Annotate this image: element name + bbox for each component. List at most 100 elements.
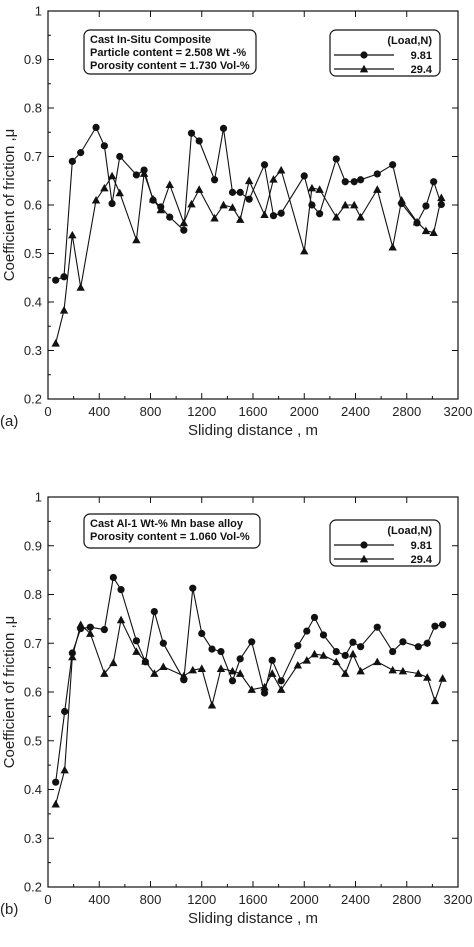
data-point-0-36 (431, 622, 439, 630)
data-point-1-20 (260, 682, 269, 691)
data-point-0-8 (132, 637, 141, 645)
data-point-1-4 (91, 195, 101, 204)
data-point-1-24 (300, 246, 309, 255)
data-point-0-24 (303, 627, 311, 635)
panel-label: (b) (0, 901, 18, 918)
legend-title: (Load,N) (387, 525, 432, 537)
data-point-1-19 (235, 215, 245, 223)
data-point-1-1 (60, 765, 69, 774)
data-point-1-14 (197, 664, 206, 672)
data-point-1-36 (430, 696, 440, 705)
data-point-1-32 (388, 665, 397, 674)
data-point-0-26 (316, 210, 324, 218)
data-point-0-6 (108, 199, 116, 208)
data-point-1-1 (59, 306, 69, 314)
y-tick-label: 0.8 (24, 587, 42, 602)
data-point-1-13 (179, 218, 189, 227)
data-point-1-17 (219, 200, 228, 209)
data-point-1-5 (100, 183, 109, 192)
data-point-1-31 (373, 657, 382, 666)
legend-marker-1 (359, 554, 369, 563)
data-point-0-29 (350, 178, 358, 186)
x-tick-label: 1600 (239, 892, 268, 907)
data-point-1-9 (141, 657, 150, 665)
data-point-0-22 (269, 212, 278, 220)
data-point-0-35 (423, 639, 431, 647)
x-tick-label: 3200 (444, 404, 473, 419)
y-tick-label: 0.6 (24, 198, 42, 213)
data-point-1-34 (414, 669, 423, 677)
data-point-1-16 (216, 664, 226, 672)
panel-label: (a) (0, 413, 18, 430)
data-point-0-37 (439, 621, 447, 629)
data-point-1-18 (228, 203, 237, 211)
data-point-1-24 (302, 656, 312, 664)
y-tick-label: 0.9 (24, 52, 42, 67)
data-point-1-15 (207, 700, 217, 709)
info-box-line: Porosity content = 1.060 Vol-% (90, 531, 250, 543)
y-tick-label: 0.7 (24, 149, 42, 164)
legend-label-1: 29.4 (411, 554, 433, 566)
data-point-0-0 (52, 276, 60, 284)
data-point-1-33 (397, 195, 406, 204)
data-point-0-35 (422, 202, 430, 210)
info-box-line: Cast Al-1 Wt-% Mn base alloy (90, 518, 244, 530)
data-point-1-25 (307, 183, 317, 192)
y-tick-label: 1 (35, 4, 42, 19)
data-point-1-0 (51, 799, 60, 808)
data-point-1-34 (412, 217, 422, 226)
data-point-1-5 (100, 669, 109, 677)
data-point-1-21 (260, 210, 269, 219)
legend-marker-0 (360, 51, 368, 59)
data-point-0-4 (92, 123, 100, 131)
y-tick-label: 1 (35, 490, 42, 505)
data-point-1-3 (76, 283, 85, 291)
data-point-1-4 (86, 629, 95, 637)
data-point-1-37 (438, 674, 447, 682)
data-point-1-7 (115, 188, 124, 197)
data-point-1-31 (373, 185, 382, 193)
data-point-0-6 (109, 573, 117, 582)
data-point-1-19 (247, 685, 256, 693)
data-point-1-12 (179, 671, 189, 680)
y-tick-label: 0.2 (24, 880, 42, 895)
data-point-0-27 (332, 647, 340, 656)
legend-label-1: 29.4 (411, 64, 433, 76)
data-point-0-23 (277, 209, 285, 217)
series-line-1 (55, 619, 444, 805)
y-tick-label: 0.7 (24, 636, 42, 651)
data-point-1-10 (148, 194, 158, 203)
data-point-1-17 (228, 666, 237, 675)
y-tick-label: 0.9 (24, 538, 42, 553)
data-point-1-11 (159, 662, 168, 671)
x-tick-label: 2400 (341, 404, 370, 419)
data-point-0-14 (187, 129, 196, 137)
data-point-1-23 (276, 165, 286, 174)
data-point-0-1 (60, 273, 68, 281)
data-point-0-25 (310, 613, 319, 622)
data-point-0-30 (357, 176, 365, 184)
data-point-1-30 (356, 666, 365, 675)
data-point-1-13 (188, 665, 197, 674)
info-box (83, 513, 261, 549)
x-axis-title: Sliding distance , m (188, 422, 318, 439)
y-axis-title: Coefficient of friction ,μ (1, 129, 18, 282)
y-tick-label: 0.5 (24, 246, 42, 261)
data-point-0-1 (61, 707, 69, 716)
data-point-1-23 (293, 660, 303, 669)
data-point-0-27 (332, 155, 340, 163)
info-box (83, 29, 257, 75)
x-tick-label: 400 (88, 892, 110, 907)
data-point-0-3 (77, 149, 85, 157)
x-tick-label: 2800 (392, 892, 421, 907)
data-point-1-22 (276, 685, 286, 693)
data-point-0-14 (198, 629, 206, 638)
data-point-0-19 (248, 638, 256, 646)
y-tick-label: 0.3 (24, 831, 42, 846)
data-point-1-32 (388, 242, 397, 251)
x-tick-label: 1200 (187, 892, 216, 907)
x-axis-title: Sliding distance , m (188, 910, 318, 927)
data-point-1-16 (210, 213, 219, 222)
x-tick-label: 2000 (290, 892, 319, 907)
